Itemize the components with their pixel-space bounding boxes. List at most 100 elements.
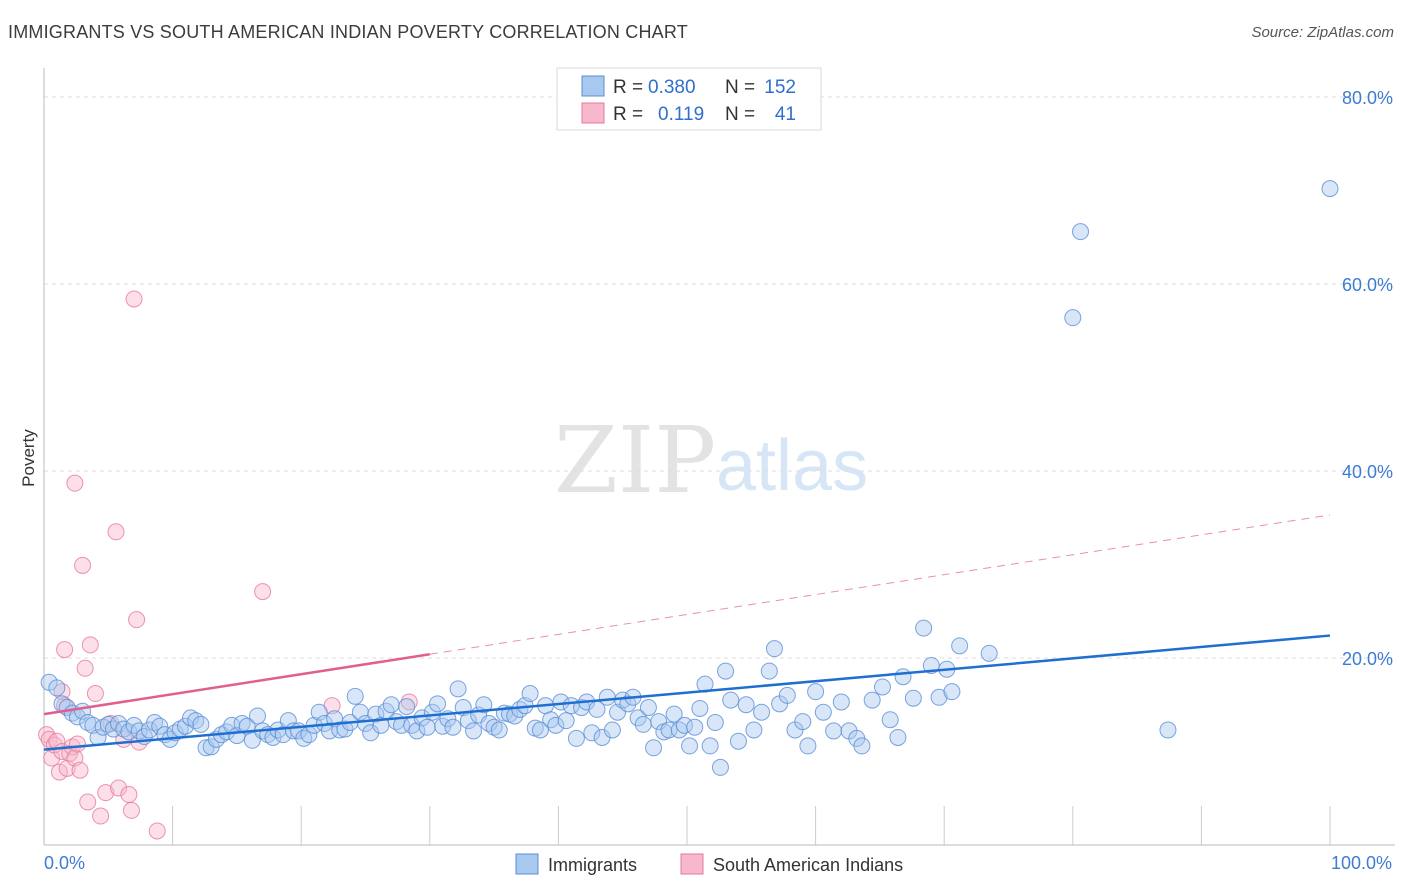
legend-n-label-2: N = [725,104,755,125]
bottom-legend: Immigrants South American Indians [515,853,903,875]
immigrants-point [825,722,843,740]
x-tick-label-min: 0.0% [44,853,85,873]
legend-r-label-1: R = [613,77,643,98]
legend-r-value-1: 0.380 [648,77,696,98]
legend-swatch-sai [581,102,605,124]
sai-point [76,659,94,677]
bottom-legend-swatch-sai [680,853,704,875]
x-tick-labels: 0.0% 100.0% [44,853,1392,873]
immigrants-point [753,703,771,721]
immigrants-point [930,688,948,706]
immigrants-point [248,707,266,725]
watermark-atlas: atlas [716,426,868,506]
immigrants-point [367,705,385,723]
immigrants-point [717,662,735,680]
bottom-legend-immigrants: Immigrants [548,855,637,875]
immigrants-point [706,714,724,732]
immigrants-point [873,678,891,696]
immigrants-point [521,685,539,703]
immigrants-point [490,721,508,739]
y-tick-labels: 20.0% 40.0% 60.0% 80.0% [1342,88,1393,669]
legend-n-value-2: 41 [775,104,796,125]
immigrants-point [665,705,683,723]
sai-point [122,801,140,819]
legend-r-label-2: R = [613,104,643,125]
immigrants-point [408,722,426,740]
y-tick-label: 80.0% [1342,88,1393,108]
legend-n-label-1: N = [725,77,755,98]
immigrants-point [449,680,467,698]
sai-point [148,822,166,840]
sai-point [128,611,146,629]
y-axis-label: Poverty [19,429,38,487]
immigrants-point [465,722,483,740]
sai-points [38,290,418,840]
immigrants-point [547,716,565,734]
sai-point [79,793,97,811]
sai-point [254,583,272,601]
sai-point [400,693,418,711]
sai-point [86,685,104,703]
immigrants-point [904,689,922,707]
sai-point [68,735,86,753]
immigrants-point [894,668,912,686]
sai-point [50,763,68,781]
sai-point [81,636,99,654]
immigrants-point [681,737,699,755]
immigrants-point [634,715,652,733]
immigrants-point [951,637,969,655]
immigrants-point [760,662,778,680]
immigrants-point [645,739,663,757]
immigrants-point [1159,721,1177,739]
chart-title: IMMIGRANTS VS SOUTH AMERICAN INDIAN POVE… [8,22,688,42]
x-tick-label-max: 100.0% [1331,853,1392,873]
source-credit: Source: ZipAtlas.com [1251,24,1394,41]
immigrants-point [778,686,796,704]
immigrants-point [660,721,678,739]
sai-point [74,556,92,574]
immigrants-point [310,703,328,721]
immigrants-point [799,737,817,755]
immigrants-point [701,737,719,755]
immigrants-point [711,758,729,776]
immigrants-point [729,732,747,750]
sai-trend-extended [429,514,1331,655]
y-tick-label: 60.0% [1342,275,1393,295]
immigrants-point [745,721,763,739]
axes [43,68,1395,846]
immigrants-point [531,721,549,739]
immigrants-point [807,683,825,701]
sai-point [125,290,143,308]
immigrants-point [832,693,850,711]
sai-point [120,786,138,804]
y-tick-label: 40.0% [1342,462,1393,482]
immigrants-point [485,718,503,736]
immigrants-point [686,718,704,736]
immigrants-point [398,698,416,716]
immigrants-point [737,696,755,714]
immigrants-point [722,691,740,709]
immigrants-point [853,737,871,755]
immigrants-point [889,728,907,746]
legend-r-value-2: 0.119 [658,104,704,125]
sai-point [66,474,84,492]
y-tick-label: 20.0% [1342,649,1393,669]
immigrants-point [1321,180,1339,198]
immigrants-point [48,679,66,697]
immigrants-point [346,687,364,705]
immigrants-point [418,718,436,736]
bottom-legend-sai: South American Indians [713,855,903,875]
sai-trend-line [43,653,430,716]
immigrants-point [881,711,899,729]
immigrants-point [943,683,961,701]
immigrants-point [603,721,621,739]
immigrants-point [598,688,616,706]
immigrants-point [863,691,881,709]
immigrants-point [79,714,97,732]
sai-point [92,807,110,825]
immigrants-point [192,715,210,733]
trend-lines [43,514,1331,751]
watermark-zip: ZIP [554,407,716,514]
immigrants-point [814,703,832,721]
